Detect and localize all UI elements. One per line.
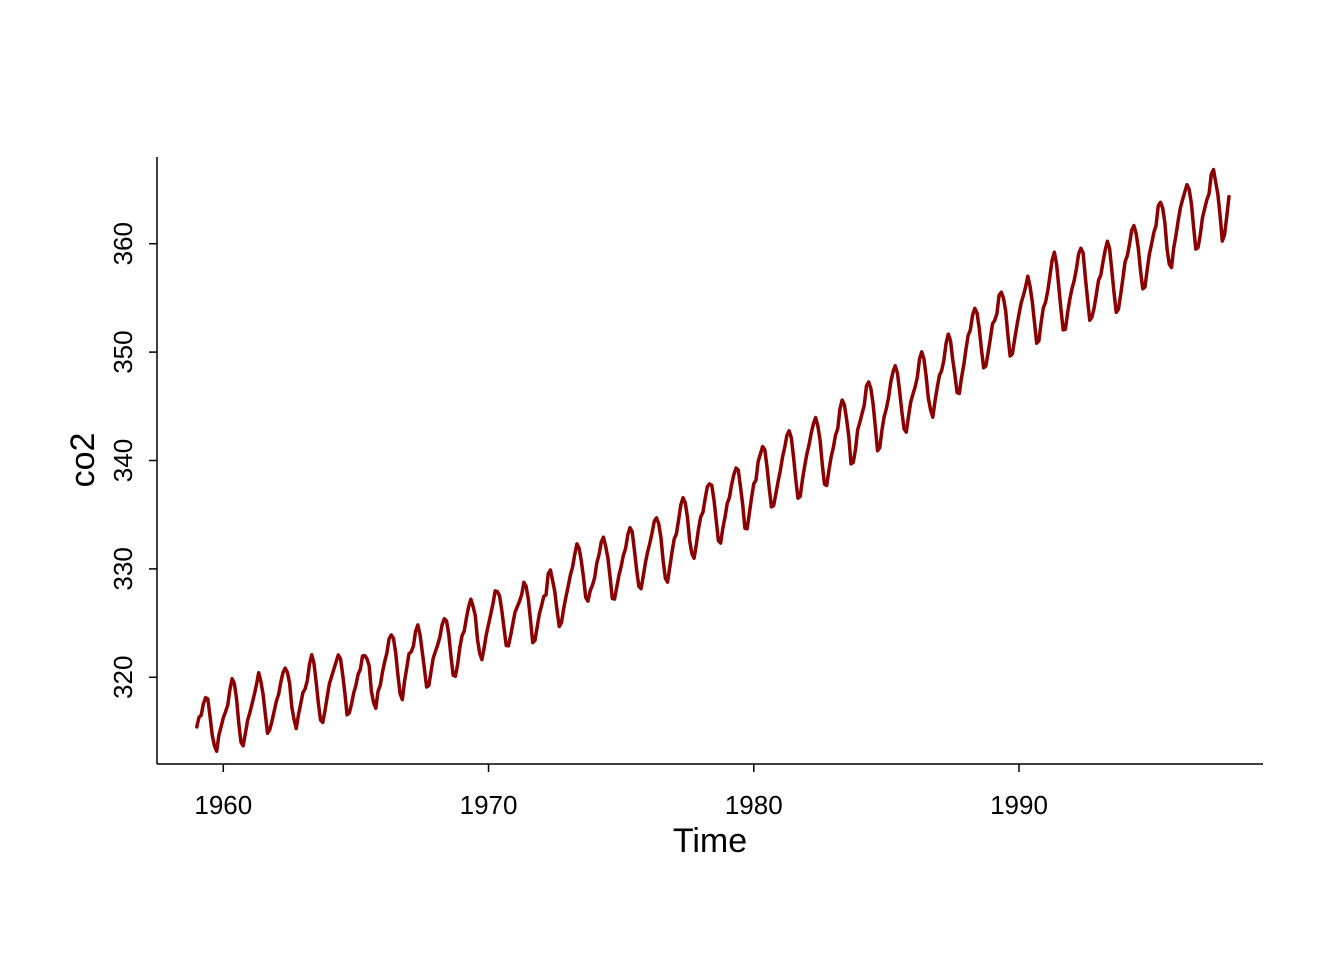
y-tick-label: 320 — [108, 656, 138, 699]
x-axis-label: Time — [673, 822, 747, 860]
x-tick-label: 1960 — [194, 790, 252, 820]
plot-area — [195, 167, 1231, 753]
x-tick-label: 1990 — [990, 790, 1048, 820]
x-tick-label: 1970 — [460, 790, 518, 820]
x-tick-label: 1980 — [725, 790, 783, 820]
y-axis-label: co2 — [64, 433, 102, 488]
y-tick-label: 340 — [108, 439, 138, 482]
y-axis-ticks: 320 330 340 350 360 — [108, 222, 157, 699]
y-tick-label: 350 — [108, 330, 138, 373]
co2-series-line — [195, 167, 1231, 753]
x-axis-ticks: 1960 1970 1980 1990 — [194, 764, 1048, 820]
y-tick-label: 360 — [108, 222, 138, 265]
y-tick-label: 330 — [108, 547, 138, 590]
